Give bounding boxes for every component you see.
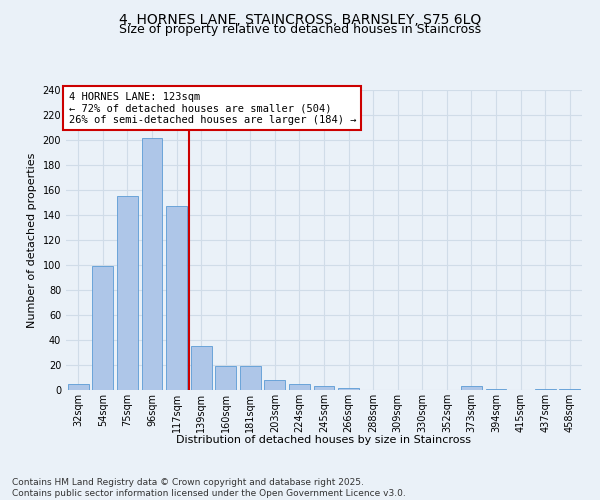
Bar (166, 206, 187, 390)
X-axis label: Distribution of detached houses by size in Staincross: Distribution of detached houses by size … (176, 435, 472, 445)
Bar (142, 138, 163, 390)
Bar (535, 389, 556, 390)
Bar (461, 386, 482, 390)
Bar (191, 346, 212, 390)
Bar (117, 196, 138, 390)
Bar (265, 380, 286, 390)
Bar (240, 366, 261, 390)
Text: 4, HORNES LANE, STAINCROSS, BARNSLEY, S75 6LQ: 4, HORNES LANE, STAINCROSS, BARNSLEY, S7… (119, 12, 481, 26)
Text: 4 HORNES LANE: 123sqm
← 72% of detached houses are smaller (504)
26% of semi-det: 4 HORNES LANE: 123sqm ← 72% of detached … (68, 92, 356, 124)
Text: Contains HM Land Registry data © Crown copyright and database right 2025.
Contai: Contains HM Land Registry data © Crown c… (12, 478, 406, 498)
Bar (559, 389, 580, 390)
Bar (92, 266, 113, 390)
Y-axis label: Number of detached properties: Number of detached properties (27, 152, 37, 328)
Bar (338, 388, 359, 390)
Bar (215, 366, 236, 390)
Bar (289, 384, 310, 390)
Bar (485, 389, 506, 390)
Bar (68, 384, 89, 390)
Text: Size of property relative to detached houses in Staincross: Size of property relative to detached ho… (119, 24, 481, 36)
Bar (314, 386, 334, 390)
